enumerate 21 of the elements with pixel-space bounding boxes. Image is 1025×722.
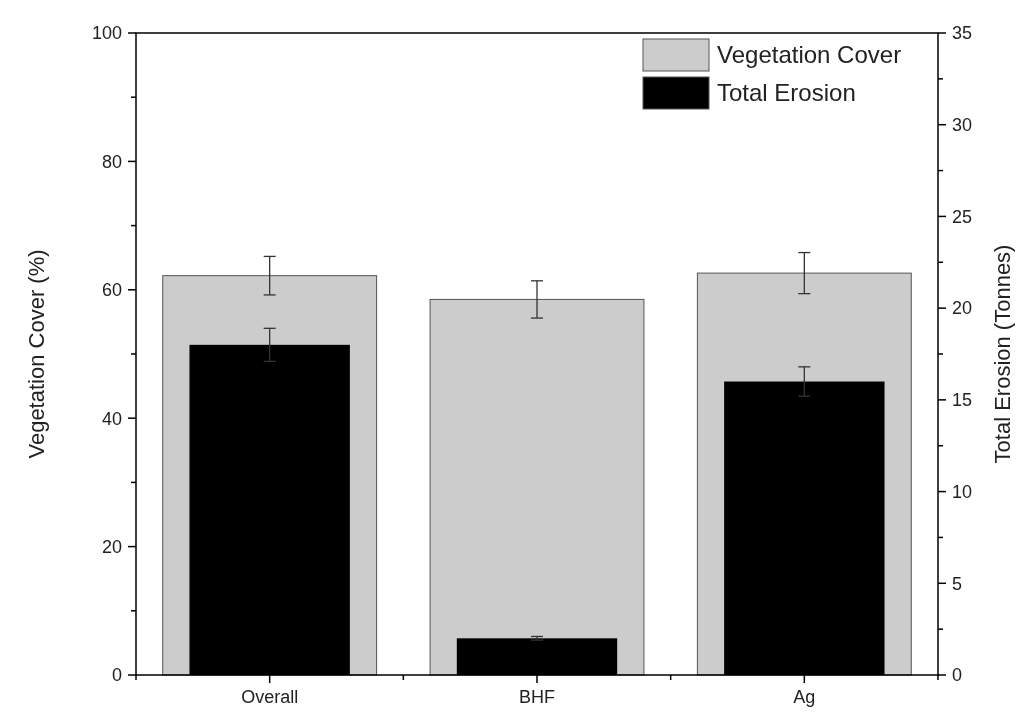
x-tick-label: BHF xyxy=(519,687,555,707)
y-tick-label: 40 xyxy=(101,408,122,429)
legend-label: Vegetation Cover xyxy=(717,41,902,69)
y2-tick-label: 5 xyxy=(952,573,963,594)
y2-tick-label: 35 xyxy=(952,23,973,44)
y-tick-label: 100 xyxy=(91,23,122,44)
legend-label: Total Erosion xyxy=(717,79,856,107)
y-tick-label: 80 xyxy=(101,151,122,172)
y2-tick-label: 0 xyxy=(952,665,963,686)
y2-tick-label: 10 xyxy=(952,481,973,502)
x-tick-label: Overall xyxy=(241,687,299,707)
y-tick-label: 0 xyxy=(111,665,122,686)
y2-tick-label: 30 xyxy=(952,115,973,136)
x-tick-label: Ag xyxy=(793,687,816,707)
y2-tick-label: 25 xyxy=(952,206,973,227)
y2-tick-label: 15 xyxy=(952,390,973,411)
y-tick-label: 60 xyxy=(101,280,122,301)
y-axis-title: Vegetation Cover (%) xyxy=(24,249,49,459)
y2-tick-label: 20 xyxy=(952,298,973,319)
y2-axis-title: Total Erosion (Tonnes) xyxy=(990,244,1015,464)
y-tick-label: 20 xyxy=(101,536,122,557)
